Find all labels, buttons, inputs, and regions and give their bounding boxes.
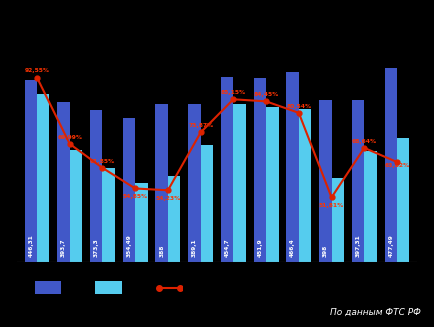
Text: 54,23%: 54,23% [155, 196, 181, 201]
Text: 477,49: 477,49 [388, 234, 393, 257]
Bar [266, 107, 279, 262]
Bar [299, 109, 311, 262]
Bar [233, 104, 246, 262]
Bar [221, 77, 233, 262]
Text: 54,85%: 54,85% [123, 194, 148, 199]
Text: 92,55%: 92,55% [24, 68, 49, 73]
Bar [37, 94, 49, 262]
Bar [102, 168, 115, 262]
Text: 63,82%: 63,82% [385, 163, 410, 168]
Bar [364, 151, 377, 262]
Text: 389,1: 389,1 [192, 238, 197, 257]
Text: 397,31: 397,31 [355, 234, 361, 257]
Text: 373,3: 373,3 [94, 238, 99, 257]
Bar [70, 150, 82, 262]
Bar [155, 104, 168, 262]
Text: 451,9: 451,9 [257, 238, 263, 257]
Text: 398: 398 [323, 245, 328, 257]
Bar [188, 104, 201, 262]
Text: 69,99%: 69,99% [57, 135, 82, 140]
Text: 51,81%: 51,81% [319, 203, 344, 208]
Bar [332, 178, 344, 262]
Bar [253, 78, 266, 262]
Text: 80,54%: 80,54% [286, 104, 311, 109]
Bar [397, 138, 409, 262]
Text: 446,31: 446,31 [28, 234, 33, 257]
Bar [352, 100, 364, 262]
Text: 466,4: 466,4 [290, 238, 295, 257]
Bar [123, 118, 135, 262]
Text: 61,85%: 61,85% [90, 159, 115, 164]
Bar [90, 110, 102, 262]
Bar [135, 183, 148, 262]
Bar [25, 80, 37, 262]
Bar [319, 100, 332, 262]
Bar [385, 68, 397, 262]
Text: 73,87%: 73,87% [188, 123, 213, 128]
Text: 84,45%: 84,45% [253, 92, 279, 97]
Bar [168, 176, 181, 262]
Bar [201, 145, 213, 262]
Text: По данным ФТС РФ: По данным ФТС РФ [330, 308, 421, 317]
Bar [57, 102, 70, 262]
Bar [286, 72, 299, 262]
Text: 68,64%: 68,64% [352, 139, 377, 144]
Text: 85,15%: 85,15% [221, 90, 246, 95]
Text: 354,49: 354,49 [126, 234, 132, 257]
Text: 454,7: 454,7 [225, 238, 230, 257]
Text: 393,7: 393,7 [61, 238, 66, 257]
Text: 388: 388 [159, 244, 164, 257]
